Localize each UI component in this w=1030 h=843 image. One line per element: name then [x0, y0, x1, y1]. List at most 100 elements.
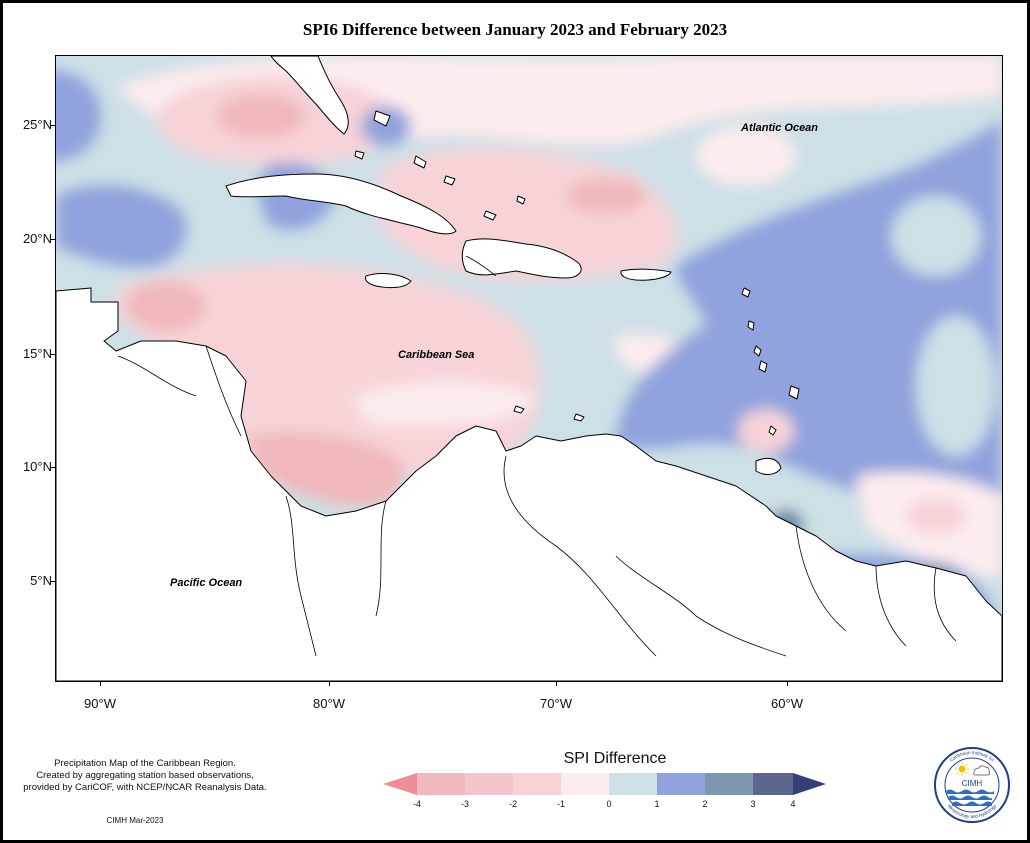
land-puerto-rico [620, 268, 672, 281]
land-island [513, 405, 525, 414]
lat-label-20n: 20°N [22, 231, 52, 246]
land-island [758, 360, 768, 373]
lat-label-5n: 5°N [30, 573, 52, 588]
legend-tick: 2 [702, 799, 707, 809]
border-line [465, 255, 497, 277]
lon-tick [556, 681, 557, 686]
border-line [205, 345, 242, 437]
legend-tick: 0 [606, 799, 611, 809]
land-hispaniola [461, 238, 582, 279]
land-central-south-america [56, 287, 1002, 681]
land-jamaica [365, 273, 412, 289]
map-title: SPI6 Difference between January 2023 and… [302, 20, 728, 39]
color-legend: -4 -3 -2 -1 0 1 2 3 4 [380, 772, 840, 817]
land-barbados [788, 385, 800, 400]
legend-swatch [561, 773, 609, 795]
land-island [768, 425, 777, 436]
lat-tick [50, 467, 55, 468]
legend-tick: 1 [654, 799, 659, 809]
legend-tick: -2 [509, 799, 517, 809]
footer-note: Precipitation Map of the Caribbean Regio… [0, 758, 290, 794]
lat-label-15n: 15°N [22, 346, 52, 361]
field-neutral-atlantic-1 [891, 196, 981, 276]
border-line [875, 565, 907, 647]
field-pink-lesser-antilles [738, 409, 794, 453]
lon-label-90w: 90°W [84, 696, 116, 711]
land-island [741, 287, 751, 298]
legend-swatch [705, 773, 753, 795]
field-neutral-atlantic-2 [916, 316, 996, 456]
label-caribbean-sea: Caribbean Sea [398, 349, 474, 361]
legend-swatch [609, 773, 657, 795]
field-dark-pink-honduras [126, 281, 206, 331]
map-canvas: Atlantic Ocean Caribbean Sea Pacific Oce… [56, 56, 1002, 681]
landmass-group [56, 56, 1002, 681]
legend-tick: 3 [750, 799, 755, 809]
border-line [117, 355, 197, 397]
footer-note-line: provided by CariCOF, with NCEP/NCAR Rean… [23, 782, 267, 793]
land-bahamas [413, 155, 427, 169]
field-dark-pink-panama [246, 432, 405, 506]
field-blue-northwest [56, 71, 101, 161]
footer-note-line: Precipitation Map of the Caribbean Regio… [54, 758, 236, 769]
field-pink-caribbean [116, 263, 540, 488]
field-blue-yucatan [56, 185, 187, 267]
sun-icon [958, 765, 966, 773]
border-line [795, 525, 847, 632]
land-florida [270, 56, 349, 135]
cimh-logo: Caribbean Institute for Meteorology and … [932, 745, 1012, 830]
border-line [285, 495, 317, 657]
label-atlantic-ocean: Atlantic Ocean [740, 122, 818, 134]
label-pacific-ocean: Pacific Ocean [170, 577, 242, 589]
legend-swatch-min-arrow [383, 773, 417, 795]
cimh-logo-graphic: Caribbean Institute for Meteorology and … [934, 747, 1010, 823]
border-line [933, 567, 957, 642]
lat-label-25n: 25°N [22, 117, 52, 132]
legend-swatch [417, 773, 465, 795]
legend-swatch [753, 773, 793, 795]
border-line [503, 455, 657, 657]
land-bahamas [443, 175, 456, 186]
footer-note-line: Created by aggregating station based obs… [36, 770, 254, 781]
field-light-pink-strip [356, 381, 536, 426]
legend-title: SPI Difference [563, 750, 667, 767]
legend-tick: 4 [790, 799, 795, 809]
spi-difference-map: Atlantic Ocean Caribbean Sea Pacific Oce… [55, 55, 1003, 682]
land-island [747, 320, 755, 331]
legend-swatch [513, 773, 561, 795]
land-bahamas [373, 110, 391, 127]
logo-acronym: CIMH [962, 779, 983, 788]
legend-swatch [657, 773, 705, 795]
border-line [375, 500, 387, 617]
lon-label-80w: 80°W [313, 696, 345, 711]
border-line [615, 555, 787, 657]
lon-label-70w: 70°W [540, 696, 572, 711]
lat-tick [50, 354, 55, 355]
cloud-icon [973, 765, 991, 776]
lon-tick [329, 681, 330, 686]
waves-icon [946, 789, 994, 806]
country-borders [117, 255, 957, 657]
lon-label-60w: 60°W [771, 696, 803, 711]
field-light-pink-atlantic [696, 126, 796, 186]
legend-swatch-max-arrow [793, 773, 826, 795]
lat-tick [50, 125, 55, 126]
lon-tick [787, 681, 788, 686]
credit-text: CIMH Mar-2023 [106, 816, 164, 825]
legend-tick: -4 [413, 799, 421, 809]
field-pink-se [906, 498, 966, 534]
field-dark-pink-bahamas [566, 178, 646, 214]
lat-tick [50, 581, 55, 582]
legend-bar: -4 -3 -2 -1 0 1 2 3 4 [383, 773, 826, 809]
land-bahamas [354, 150, 365, 160]
legend-swatch [465, 773, 513, 795]
field-dark-pink-gulf [216, 94, 306, 138]
legend-ticks: -4 -3 -2 -1 0 1 2 3 4 [413, 799, 796, 809]
lat-label-10n: 10°N [22, 459, 52, 474]
sun-rays-icon [955, 762, 969, 776]
land-cuba [225, 173, 457, 235]
land-island [573, 413, 585, 422]
land-trinidad [755, 457, 782, 475]
lat-tick [50, 239, 55, 240]
legend-tick: -3 [461, 799, 469, 809]
